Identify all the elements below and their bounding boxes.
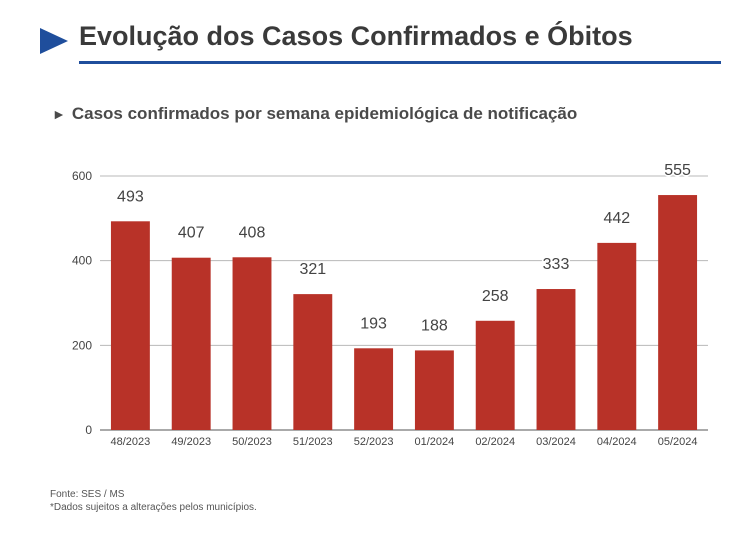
data-label: 258 — [482, 288, 509, 305]
data-label: 193 — [360, 315, 387, 332]
bar — [232, 257, 272, 430]
bar — [354, 348, 394, 430]
y-tick-label: 0 — [85, 423, 92, 437]
y-tick-label: 600 — [72, 169, 92, 183]
data-label: 408 — [239, 224, 266, 241]
x-tick-label: 02/2024 — [475, 436, 515, 448]
x-tick-label: 51/2023 — [293, 436, 333, 448]
disclaimer-note: *Dados sujeitos a alterações pelos munic… — [50, 502, 257, 513]
data-label: 442 — [603, 210, 630, 227]
bar — [110, 221, 150, 430]
x-tick-label: 49/2023 — [171, 436, 211, 448]
x-tick-label: 48/2023 — [111, 436, 151, 448]
chart-subtitle-text: Casos confirmados por semana epidemiológ… — [71, 104, 578, 123]
data-label: 493 — [117, 188, 144, 205]
y-tick-label: 400 — [72, 254, 92, 268]
x-tick-label: 01/2024 — [415, 436, 455, 448]
data-label: 333 — [543, 256, 570, 273]
bar — [414, 350, 454, 430]
source-note: Fonte: SES / MS — [50, 489, 125, 500]
page-title: Evolução dos Casos Confirmados e Óbitos — [79, 21, 633, 51]
data-label: 407 — [178, 225, 205, 242]
bar — [475, 320, 515, 430]
x-tick-label: 50/2023 — [232, 436, 272, 448]
data-label: 188 — [421, 317, 448, 334]
y-tick-label: 200 — [72, 338, 92, 352]
triangle-right-icon: ► — [52, 106, 66, 122]
x-tick-label: 03/2024 — [536, 436, 576, 448]
bar — [171, 257, 211, 430]
x-tick-label: 05/2024 — [658, 436, 698, 448]
x-tick-label: 52/2023 — [354, 436, 394, 448]
header-divider — [79, 61, 721, 64]
x-tick-label: 04/2024 — [597, 436, 637, 448]
bar — [536, 289, 576, 430]
bar — [658, 195, 698, 430]
data-label: 555 — [664, 162, 691, 179]
bar — [597, 242, 637, 430]
footnote: Fonte: SES / MS *Dados sujeitos a altera… — [50, 488, 257, 514]
chart-subtitle: ► Casos confirmados por semana epidemioló… — [52, 104, 577, 124]
header-arrow-icon — [40, 28, 68, 54]
data-label: 321 — [299, 261, 326, 278]
bar — [293, 294, 333, 430]
